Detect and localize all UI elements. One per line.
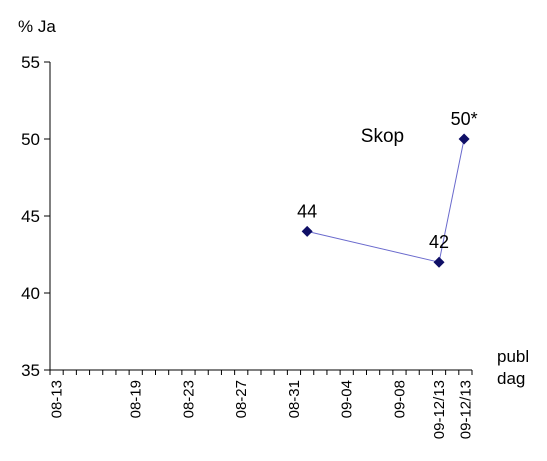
x-tick-label: 09-08 (391, 380, 408, 418)
x-tick-label: 09-12/13 (431, 380, 448, 439)
axes (49, 62, 472, 371)
x-tick-label: 09-04 (339, 380, 356, 418)
y-tick-label: 45 (21, 207, 40, 226)
y-axis-label: % Ja (18, 17, 56, 36)
y-tick-label: 35 (21, 361, 40, 380)
data-point (458, 133, 470, 145)
x-axis-label-line-1: publ (497, 347, 529, 366)
data-point (301, 225, 313, 237)
x-tick-label: 08-19 (128, 380, 145, 418)
series-name: Skop (361, 126, 404, 147)
y-ticks: 35 40 45 50 55 (21, 53, 50, 380)
x-tick-label: 08-27 (233, 380, 250, 418)
x-tick-label: 08-23 (180, 380, 197, 418)
data-label: 44 (297, 201, 317, 221)
x-axis-label: publ dag (497, 347, 534, 388)
x-tick-label: 08-13 (49, 380, 66, 418)
x-axis-label-line-2: dag (497, 369, 525, 388)
data-label: 50* (451, 109, 478, 129)
series-layer: 44 42 50* Skop (297, 109, 478, 268)
y-tick-label: 40 (21, 284, 40, 303)
y-tick-label: 55 (21, 53, 40, 72)
data-label: 42 (429, 232, 449, 252)
x-tick-label: 09-12/13 (457, 380, 474, 439)
x-ticks: 08-13 08-19 08-23 08-27 08-31 09-04 09-08 09-12… (49, 370, 474, 439)
y-tick-label: 50 (21, 130, 40, 149)
data-point (433, 256, 445, 268)
x-tick-label: 08-31 (286, 380, 303, 418)
